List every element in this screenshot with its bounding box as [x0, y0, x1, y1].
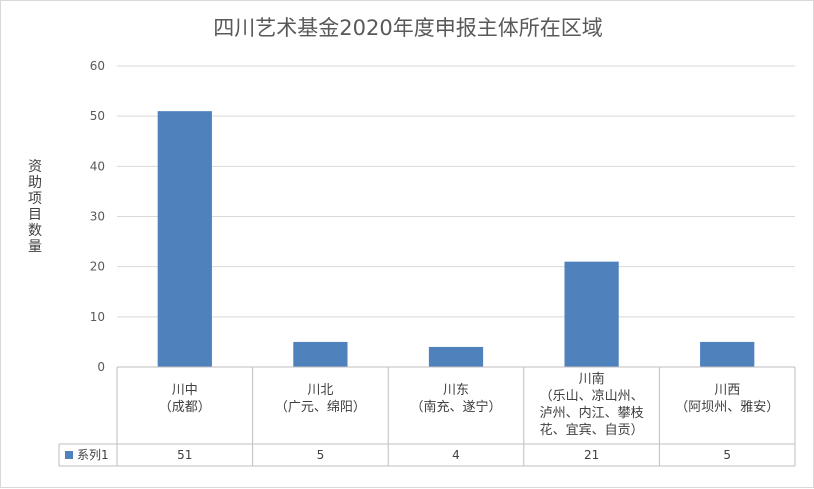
- category-label-line: （乐山、凉山州、: [540, 389, 644, 404]
- y-tick-label-10: 10: [90, 310, 105, 324]
- y-axis-label-char: 资: [28, 159, 42, 175]
- y-axis-label: 资助项目数量: [28, 159, 42, 255]
- y-axis-label-char: 项: [28, 191, 42, 207]
- table-value-5: 5: [723, 448, 731, 462]
- y-axis-label-char: 数: [28, 223, 42, 239]
- y-tick-label-30: 30: [90, 210, 105, 224]
- category-label-line: （阿坝州、雅安）: [675, 400, 779, 415]
- category-label-line: 川北: [307, 383, 333, 398]
- category-label-line: 花、宜宾、自贡）: [540, 422, 644, 438]
- y-tick-label-50: 50: [90, 109, 105, 123]
- category-label-5: 川西 （阿坝州、雅安）: [675, 383, 779, 415]
- y-tick-label-60: 60: [90, 59, 105, 73]
- bar-3: [428, 346, 484, 367]
- y-axis-label-char: 助: [28, 175, 42, 191]
- table-value-2: 5: [317, 448, 325, 462]
- category-label-line: 泸州、内江、攀枝: [540, 405, 644, 421]
- category-label-line: 川中: [172, 383, 198, 398]
- category-label-line: （南充、遂宁）: [410, 399, 501, 415]
- chart-title: 四川艺术基金2020年度申报主体所在区域: [213, 16, 602, 40]
- category-label-line: 川南: [579, 371, 605, 387]
- category-label-line: （成都）: [159, 400, 211, 415]
- y-tick-label-0: 0: [97, 360, 105, 374]
- legend-key-series-1: [65, 451, 73, 459]
- legend-label-series-1: 系列1: [77, 448, 109, 462]
- category-label-4: 川南 （乐山、凉山州、泸州、内江、攀枝花、宜宾、自贡）: [540, 371, 644, 438]
- y-axis-label-char: 量: [28, 239, 42, 255]
- bar-2: [293, 341, 348, 367]
- category-label-line: （广元、绵阳）: [275, 400, 366, 415]
- category-label-3: 川东（南充、遂宁）: [410, 383, 501, 415]
- category-label-2: 川北 （广元、绵阳）: [275, 383, 366, 415]
- category-label-1: 川中 （成都）: [159, 383, 211, 415]
- bar-5: [700, 341, 755, 367]
- y-tick-label-20: 20: [90, 260, 105, 274]
- bar-1: [157, 111, 212, 368]
- y-tick-label-40: 40: [90, 159, 105, 173]
- category-label-line: 川西: [714, 383, 740, 398]
- data-table: 川中 （成都） 川北 （广元、绵阳） 川东（南充、遂宁） 川南 （乐山、凉山州、泸州、内江、…: [58, 366, 796, 467]
- y-axis-label-char: 目: [28, 207, 42, 223]
- table-value-4: 21: [584, 448, 599, 462]
- bar-4: [564, 261, 619, 367]
- y-axis-ticks: 0 10 20 30 40 50 60: [90, 59, 105, 374]
- gridlines: [117, 65, 795, 368]
- table-value-3: 4: [452, 448, 460, 462]
- bars: [157, 111, 755, 368]
- table-value-1: 51: [177, 448, 192, 462]
- category-label-line: 川东: [443, 383, 469, 398]
